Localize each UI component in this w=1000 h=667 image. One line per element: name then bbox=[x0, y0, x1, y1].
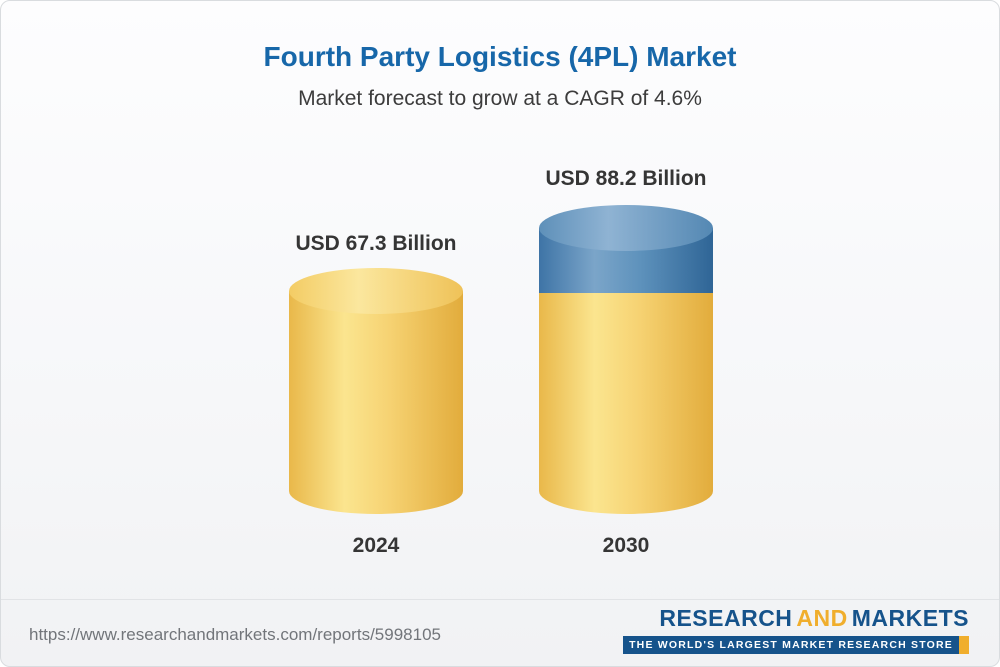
value-label-2030: USD 88.2 Billion bbox=[545, 167, 707, 190]
logo-word-markets: MARKETS bbox=[851, 605, 969, 631]
report-url-link[interactable]: https://www.researchandmarkets.com/repor… bbox=[29, 625, 441, 644]
research-and-markets-logo: RESEARCH AND MARKETS THE WORLD'S LARGEST M… bbox=[623, 605, 969, 654]
bar-2024-body bbox=[289, 291, 463, 491]
footer: https://www.researchandmarkets.com/repor… bbox=[1, 599, 999, 666]
logo-tagline-bar: THE WORLD'S LARGEST MARKET RESEARCH STOR… bbox=[623, 636, 969, 654]
logo-word-research: RESEARCH bbox=[659, 605, 793, 631]
axis-label-2030: 2030 bbox=[602, 534, 650, 557]
bar-2024-cylinder bbox=[289, 268, 463, 514]
bar-2030-bottom bbox=[539, 468, 713, 514]
logo-wordmark: RESEARCH AND MARKETS bbox=[659, 605, 969, 632]
bar-2024-top bbox=[289, 268, 463, 314]
bar-2030-top bbox=[539, 205, 713, 251]
logo-word-and: AND bbox=[796, 605, 848, 631]
axis-label-2024: 2024 bbox=[352, 534, 400, 557]
bar-2024-bottom bbox=[289, 468, 463, 514]
chart-title: Fourth Party Logistics (4PL) Market bbox=[263, 41, 737, 72]
bar-2030-base-body bbox=[539, 293, 713, 491]
bar-2030-cylinder bbox=[539, 205, 713, 514]
chart-subtitle: Market forecast to grow at a CAGR of 4.6… bbox=[298, 87, 702, 110]
logo-accent-square bbox=[959, 636, 969, 654]
value-label-2024: USD 67.3 Billion bbox=[295, 232, 457, 255]
logo-tagline: THE WORLD'S LARGEST MARKET RESEARCH STOR… bbox=[629, 639, 953, 651]
